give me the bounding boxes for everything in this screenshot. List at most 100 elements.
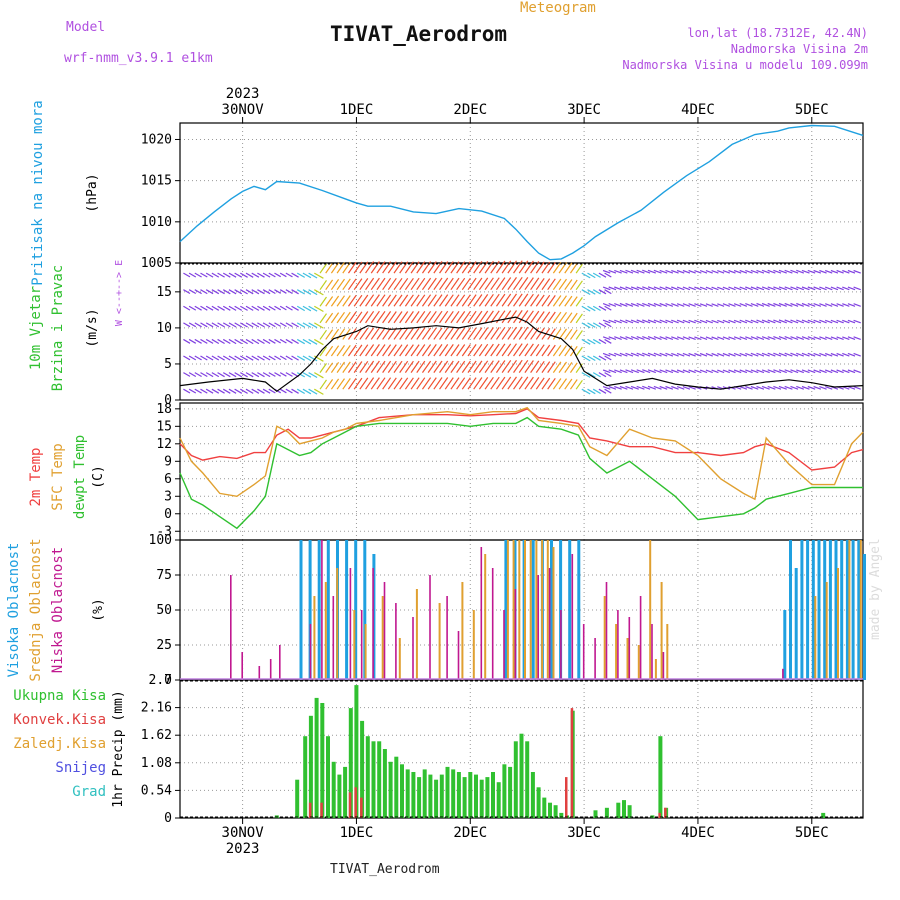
wind-arrow <box>836 369 844 374</box>
cloud-high-bar <box>354 540 358 680</box>
wind-arrow <box>439 310 449 324</box>
wind-arrow <box>705 336 713 340</box>
wind-arrow <box>325 329 334 340</box>
cloud-high-bar <box>299 540 303 680</box>
wind-arrow <box>671 286 679 291</box>
wind-arrow <box>602 336 611 340</box>
wind-arrow <box>581 272 591 279</box>
bottom-date-label: 1DEC <box>340 825 374 841</box>
wind-arrow <box>790 369 799 374</box>
precip-total-bar <box>314 697 319 818</box>
wind-arrow <box>336 262 345 274</box>
wind-arrow <box>682 336 691 340</box>
pressure-line <box>179 124 864 261</box>
wind-arrow <box>222 388 231 394</box>
precip-total-bar <box>295 779 300 818</box>
cloud-mid-bar <box>603 596 606 680</box>
cloud-low-bar <box>321 540 323 680</box>
wind-arrow <box>801 352 810 357</box>
precip-total-bar <box>502 764 507 818</box>
wind-arrow <box>382 360 392 373</box>
precip-convective-bar <box>570 708 574 818</box>
cloud-low-bar <box>309 624 312 680</box>
wind-arrow <box>659 319 668 324</box>
wind-arrow <box>211 289 220 295</box>
wind-arrow <box>217 388 225 394</box>
cloud-low-bar <box>662 652 665 680</box>
cloud-low-bar <box>480 547 483 680</box>
wind-arrow <box>450 310 460 324</box>
y-tick-label: 100 <box>149 533 172 548</box>
wind-arrow <box>467 294 477 307</box>
wind-arrow <box>824 286 833 291</box>
footer-station: TIVAT_Aerodrom <box>330 862 440 877</box>
wind-arrow <box>671 369 679 374</box>
wind-arrow <box>473 343 483 357</box>
wind-arrow <box>711 286 719 291</box>
wind-arrow <box>387 277 397 291</box>
wind-arrow <box>642 269 651 274</box>
wind-arrow <box>699 369 708 374</box>
wind-arrow <box>614 385 622 390</box>
wind-arrow <box>251 338 260 345</box>
wind-arrow <box>535 344 545 357</box>
wind-arrow <box>393 377 403 390</box>
wind-arrow <box>228 272 237 278</box>
wind-arrow <box>330 262 340 274</box>
wind-arrow <box>807 286 816 291</box>
cloud-mid-bar <box>637 645 640 680</box>
wind-arrow <box>228 355 237 361</box>
wind-arrow <box>602 286 611 291</box>
wind-arrow <box>291 388 299 394</box>
wind-arrow <box>404 327 414 340</box>
wind-arrow <box>682 286 691 291</box>
wind-arrow <box>262 355 271 361</box>
y-tick-label: 1020 <box>141 132 172 147</box>
wind-arrow <box>705 286 713 291</box>
wind-arrow <box>604 355 612 361</box>
wind-arrow <box>767 385 776 390</box>
wind-arrow <box>824 319 833 324</box>
cloud-mid-bar <box>660 582 663 680</box>
cloud-mid-bar <box>524 540 526 680</box>
wind-arrow <box>194 338 202 344</box>
wind-arrow <box>830 269 839 274</box>
cloud-low-bar <box>617 610 619 680</box>
wind-arrow <box>456 377 466 390</box>
y-tick-label: 10 <box>156 321 172 336</box>
wind-arrow <box>444 344 454 357</box>
wind-arrow <box>796 319 805 324</box>
wind-arrow <box>245 289 254 295</box>
wind-arrow <box>507 359 517 373</box>
cloud-high-bar <box>363 540 367 680</box>
wind-arrow <box>790 352 799 357</box>
wind-arrow <box>569 362 578 373</box>
wind-arrow <box>228 305 237 311</box>
wind-arrow <box>853 386 861 390</box>
wind-arrow <box>302 388 312 395</box>
wind-arrow <box>784 369 793 374</box>
wind-arrow <box>501 360 512 373</box>
wind-arrow <box>217 338 225 345</box>
wind-arrow <box>416 360 426 373</box>
wind-arrow <box>778 336 787 340</box>
wind-arrow <box>824 336 833 340</box>
wind-arrow <box>302 372 312 378</box>
wind-arrow <box>614 286 622 291</box>
wind-arrow <box>473 261 483 274</box>
wind-arrow <box>530 360 540 373</box>
cloud-mid-bar <box>546 540 549 680</box>
wind-arrow <box>671 336 679 340</box>
wind-arrow <box>642 336 651 340</box>
wind-arrow <box>296 272 306 278</box>
precip-total-bar <box>394 756 399 818</box>
wind-arrow <box>647 302 657 307</box>
wind-arrow <box>717 319 725 324</box>
cloud-mid-bar <box>626 638 629 680</box>
wind-arrow <box>410 294 420 307</box>
wind-arrow <box>682 303 691 307</box>
wind-arrow <box>410 327 420 340</box>
wind-arrow <box>659 286 668 291</box>
wind-arrow <box>410 277 420 291</box>
wind-arrow <box>688 269 696 274</box>
